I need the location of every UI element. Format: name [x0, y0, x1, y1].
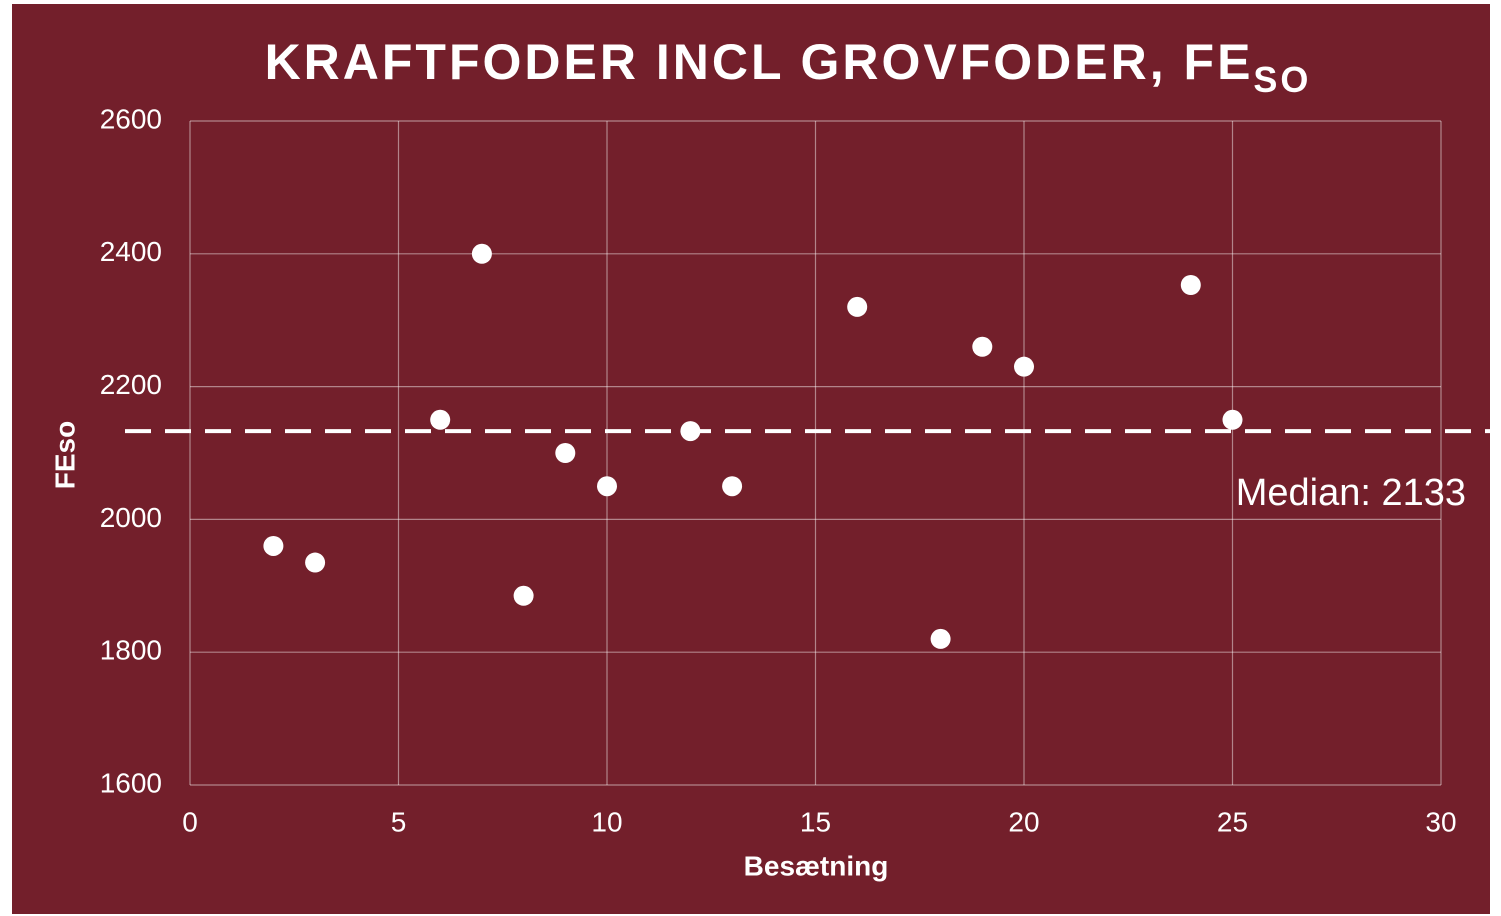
point	[263, 535, 284, 556]
point	[597, 476, 617, 497]
point	[1222, 409, 1243, 430]
point	[972, 336, 993, 357]
point	[847, 296, 868, 317]
point	[305, 552, 326, 573]
point	[430, 409, 451, 430]
x-tick-label: 25	[1217, 806, 1248, 837]
title-subscript: SO	[1253, 59, 1311, 100]
point	[555, 443, 576, 463]
y-tick-label: 2600	[100, 103, 162, 134]
x-tick-label: 10	[591, 806, 622, 837]
x-tick-label: 0	[182, 806, 198, 837]
x-tick-label: 20	[1008, 806, 1039, 837]
title-main: KRAFTFODER INCL GROVFODER, FE	[265, 34, 1254, 90]
x-tick-label: 15	[800, 806, 831, 837]
point	[930, 628, 951, 649]
background	[12, 4, 1490, 914]
point	[722, 476, 743, 497]
x-tick-label: 5	[391, 806, 407, 837]
chart-title: KRAFTFODER INCL GROVFODER, FESO	[265, 34, 1312, 99]
y-tick-label: 2400	[100, 236, 162, 267]
point	[471, 243, 492, 264]
point	[513, 585, 534, 606]
y-axis-label: FEso	[49, 421, 80, 489]
y-tick-label: 1800	[100, 635, 162, 666]
median-annotation: Median: 2133	[1236, 472, 1466, 514]
y-tick-label: 2200	[100, 369, 162, 400]
point	[1014, 356, 1034, 377]
x-axis-label: Besætning	[744, 850, 889, 881]
point	[1180, 275, 1201, 296]
point	[680, 421, 701, 442]
y-tick-label: 1600	[100, 767, 162, 798]
y-tick-label: 2000	[100, 502, 162, 533]
x-tick-label: 30	[1425, 806, 1456, 837]
